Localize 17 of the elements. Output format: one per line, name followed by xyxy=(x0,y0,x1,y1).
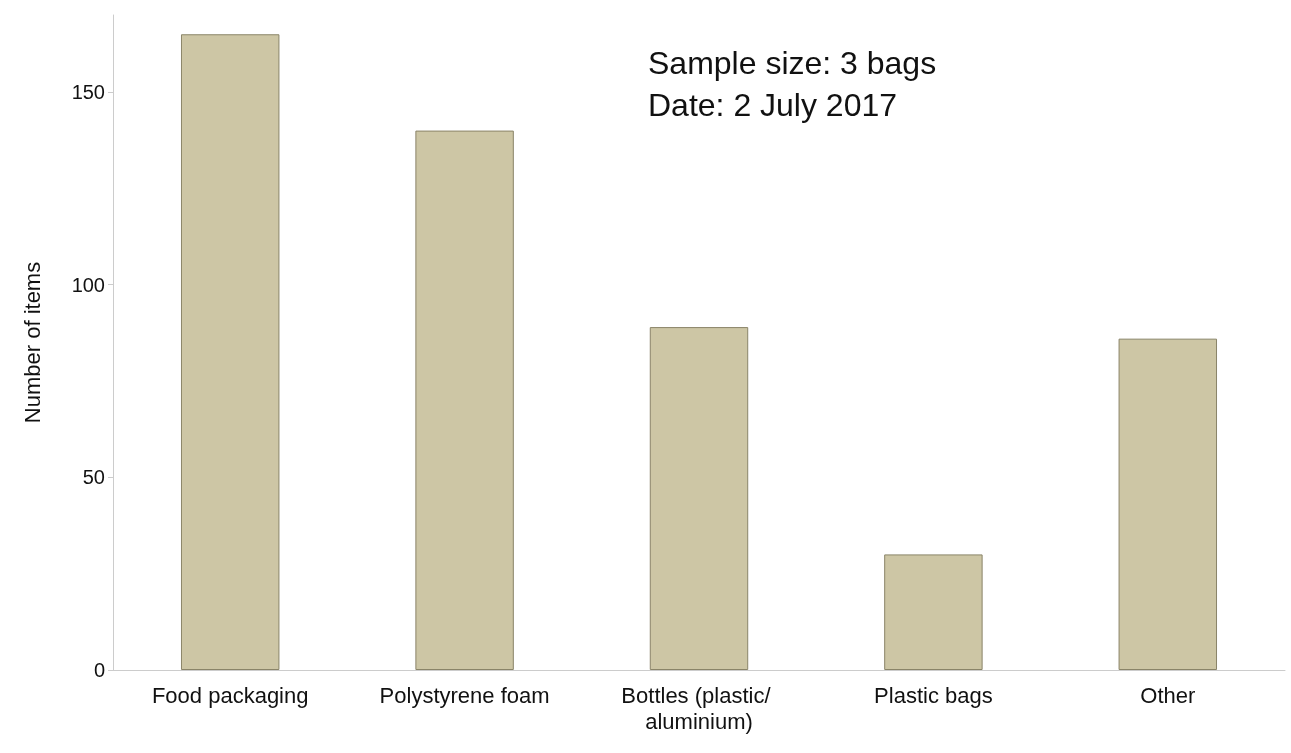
y-tick-label: 50 xyxy=(82,466,105,489)
bar xyxy=(415,130,514,670)
x-tick-label: Other xyxy=(1140,682,1196,708)
y-tick-label: 150 xyxy=(71,81,105,104)
y-tick-label: 100 xyxy=(71,273,105,296)
bar xyxy=(884,554,983,670)
y-axis-title: Number of items xyxy=(19,261,45,424)
x-tick-label: Plastic bags xyxy=(874,682,993,708)
x-tick-label: Food packaging xyxy=(151,682,309,708)
bar xyxy=(180,34,280,670)
x-tick-label: Polystyrene foam xyxy=(379,682,550,708)
x-tick-label: Bottles (plastic/ aluminium) xyxy=(621,682,777,734)
y-tick-label: 0 xyxy=(93,659,105,681)
annotation: Sample size: 3 bags xyxy=(648,45,937,81)
bar xyxy=(649,327,749,670)
bar xyxy=(1118,338,1218,670)
annotation: Date: 2 July 2017 xyxy=(648,87,898,123)
